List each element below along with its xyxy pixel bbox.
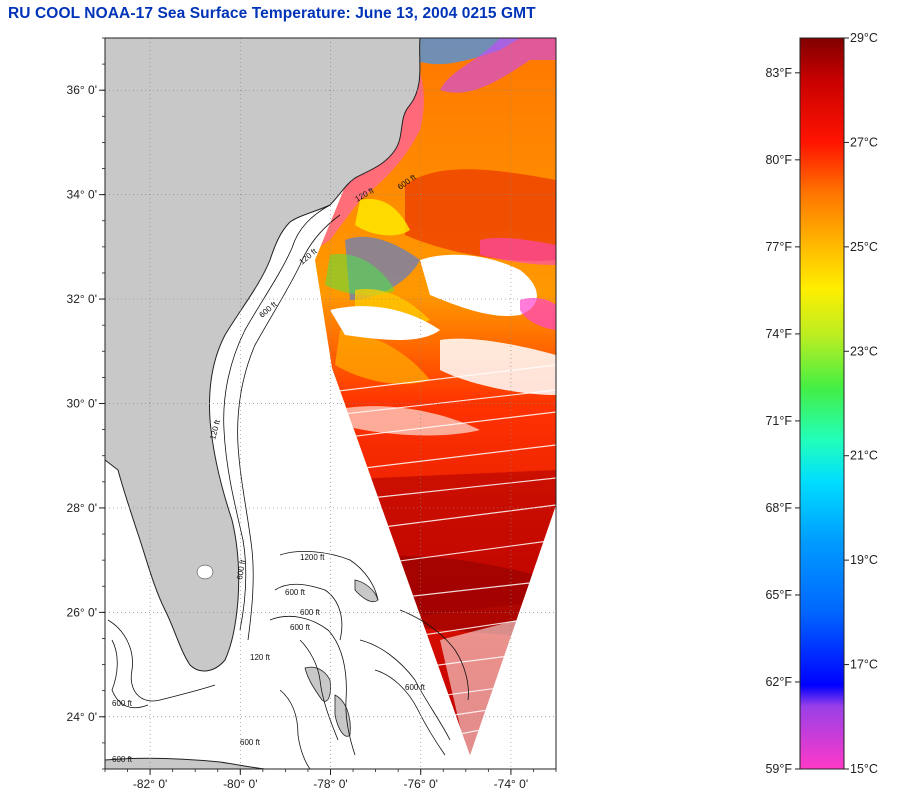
lon-tick-label: -74° 0' (494, 777, 528, 791)
contour-label: 600 ft (235, 558, 247, 580)
cuba-land (105, 757, 266, 769)
fahrenheit-label: 80°F (765, 153, 792, 167)
lat-tick-label: 26° 0' (67, 605, 97, 619)
lon-tick-label: -76° 0' (403, 777, 437, 791)
lat-tick-label: 36° 0' (67, 83, 97, 97)
celsius-label: 17°C (850, 658, 878, 672)
fahrenheit-label: 77°F (765, 240, 792, 254)
sst-map[interactable]: 120 ft 600 ft 120 ft 600 ft 120 ft 600 f… (104, 37, 560, 770)
contour-label: 600 ft (290, 623, 311, 632)
bahamas-island (334, 694, 351, 737)
bahamas-island (304, 666, 331, 702)
contour-label: 600 ft (300, 608, 321, 617)
contour-label: 600 ft (405, 683, 426, 692)
contour-label: 600 ft (240, 738, 261, 747)
fahrenheit-label: 71°F (765, 414, 792, 428)
latitude-axis: 36° 0' 34° 0' 32° 0' 30° 0' 28° 0' 26° 0' 24° … (67, 37, 105, 770)
us-land (105, 38, 421, 672)
lon-tick-label: -82° 0' (133, 777, 167, 791)
colorbar-labels: 29°C 27°C 25°C 23°C 21°C 19°C 17°C 15°C 83°F 80°F… (765, 31, 877, 776)
lon-tick-label: -80° 0' (223, 777, 257, 791)
lat-tick-label: 24° 0' (67, 710, 97, 724)
celsius-label: 25°C (850, 240, 878, 254)
contour-label: 600 ft (112, 755, 133, 764)
lon-tick-label: -78° 0' (313, 777, 347, 791)
lat-tick-label: 34° 0' (67, 188, 97, 202)
fahrenheit-label: 68°F (765, 501, 792, 515)
celsius-label: 27°C (850, 135, 878, 149)
bathymetry-contours (107, 204, 469, 769)
contour-label: 1200 ft (300, 553, 325, 562)
contour-label: 120 ft (250, 653, 271, 662)
fahrenheit-label: 65°F (765, 588, 792, 602)
celsius-label: 15°C (850, 762, 878, 776)
celsius-label: 19°C (850, 553, 878, 567)
bahamas-island (354, 579, 379, 603)
colorbar-gradient (799, 37, 845, 770)
celsius-label: 21°C (850, 449, 878, 463)
celsius-label: 29°C (850, 31, 878, 45)
fahrenheit-label: 74°F (765, 327, 792, 341)
celsius-label: 23°C (850, 344, 878, 358)
contour-label: 600 ft (285, 588, 306, 597)
contour-label: 600 ft (112, 699, 133, 708)
lat-tick-label: 30° 0' (67, 397, 97, 411)
map-title: RU COOL NOAA-17 Sea Surface Temperature:… (8, 5, 536, 22)
longitude-axis: -82° 0' -80° 0' -78° 0' -76° 0' -74° 0' (104, 769, 557, 791)
fahrenheit-label: 62°F (765, 675, 792, 689)
colorbar: 29°C 27°C 25°C 23°C 21°C 19°C 17°C 15°C 83°F 80°F… (765, 31, 877, 776)
fahrenheit-label: 83°F (765, 66, 792, 80)
lat-tick-label: 28° 0' (67, 501, 97, 515)
lat-tick-label: 32° 0' (67, 292, 97, 306)
fahrenheit-label: 59°F (765, 762, 792, 776)
colorbar-ticks (795, 37, 849, 770)
lake-okeechobee (196, 564, 214, 580)
